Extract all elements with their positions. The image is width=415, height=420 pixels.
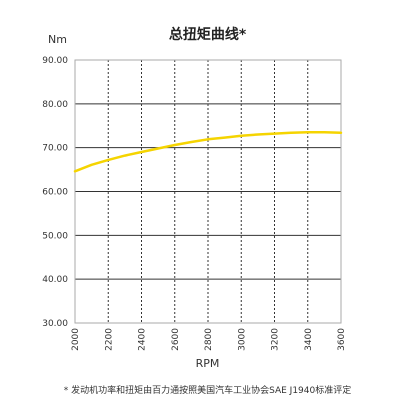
y-tick-label: 40.00	[42, 275, 68, 285]
x-axis-label: RPM	[195, 357, 220, 370]
y-tick-label: 50.00	[42, 231, 68, 241]
y-tick-label: 80.00	[42, 100, 68, 110]
x-tick-label: 2600	[171, 328, 181, 351]
x-tick-label: 2000	[71, 328, 81, 351]
footnote: * 发动机功率和扭矩由百力通按照美国汽车工业协会SAE J1940标准评定	[63, 386, 352, 396]
y-tick-label: 70.00	[42, 144, 68, 154]
x-tick-label: 3000	[237, 328, 247, 351]
y-axis-unit-label: Nm	[48, 33, 67, 46]
x-tick-label: 2200	[104, 328, 114, 351]
x-tick-label: 3400	[304, 328, 314, 351]
y-tick-label: 60.00	[42, 188, 68, 198]
x-tick-label: 3600	[337, 328, 347, 351]
y-tick-label: 30.00	[42, 319, 68, 329]
x-tick-label: 2800	[204, 328, 214, 351]
y-tick-label: 90.00	[42, 56, 68, 66]
plot-frame	[74, 59, 342, 324]
x-tick-label: 2400	[138, 328, 148, 351]
chart-title: 总扭矩曲线*	[168, 27, 247, 43]
x-tick-label: 3200	[271, 328, 281, 351]
torque-curve-line	[73, 131, 343, 173]
